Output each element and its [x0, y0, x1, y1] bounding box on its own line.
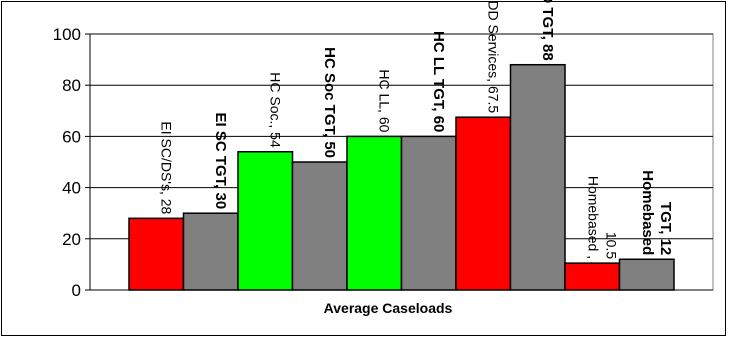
bar — [128, 217, 185, 291]
data-label: HC LL, 60 — [376, 69, 392, 132]
bar — [564, 262, 621, 291]
data-label: Homebased , 10.5 — [585, 176, 619, 259]
y-tick-label: 80 — [62, 76, 81, 95]
data-label-line: DD Services, 67.5 — [485, 0, 501, 113]
data-label: HC Soc., 54 — [267, 72, 283, 148]
bar — [618, 258, 675, 291]
data-label-line: HC Soc TGT, 50 — [321, 47, 338, 158]
data-label: HC LL TGT, 60 — [430, 31, 447, 132]
data-label-line: EI SC TGT, 30 — [212, 112, 229, 209]
data-label: EI SC TGT, 30 — [212, 112, 229, 209]
data-labels: EI SC/DS's, 28 EI SC TGT, 30 HC Soc., 54 HC… — [158, 0, 674, 259]
data-label-line: HC Soc., 54 — [267, 72, 283, 148]
data-label-line: HC LL TGT, 60 — [430, 31, 447, 132]
data-label: HomebasedTGT, 12 — [639, 170, 674, 255]
data-label-line: TGT, 12 — [657, 202, 674, 255]
data-label-line: EI SC/DS's, 28 — [158, 121, 174, 214]
data-label-line: HC LL, 60 — [376, 69, 392, 132]
data-label: HC Soc TGT, 50 — [321, 47, 338, 158]
data-label-line: 10.5 — [603, 232, 619, 259]
bars — [128, 63, 675, 291]
y-tick-label: 0 — [72, 281, 81, 300]
y-tick-label: 100 — [53, 25, 81, 44]
y-axis: 0 20 40 60 80 100 — [53, 25, 91, 300]
bar — [346, 135, 403, 291]
x-axis-label: Average Caseloads — [324, 300, 453, 316]
data-label-line: Homebased — [639, 170, 656, 255]
bar — [400, 135, 457, 291]
y-tick-label: 20 — [62, 230, 81, 249]
bar — [509, 63, 566, 291]
y-tick-label: 60 — [62, 127, 81, 146]
bar — [291, 161, 348, 291]
bar — [182, 212, 239, 291]
bar — [237, 151, 294, 291]
data-label: DD TGT, 88 — [539, 0, 556, 61]
y-tick-label: 40 — [62, 179, 81, 198]
data-label-line: DD TGT, 88 — [539, 0, 556, 61]
data-label: EI SC/DS's, 28 — [158, 121, 174, 214]
bar — [455, 116, 512, 291]
data-label-line: Homebased , — [585, 176, 601, 259]
data-label: DD Services, 67.5 — [485, 0, 501, 113]
